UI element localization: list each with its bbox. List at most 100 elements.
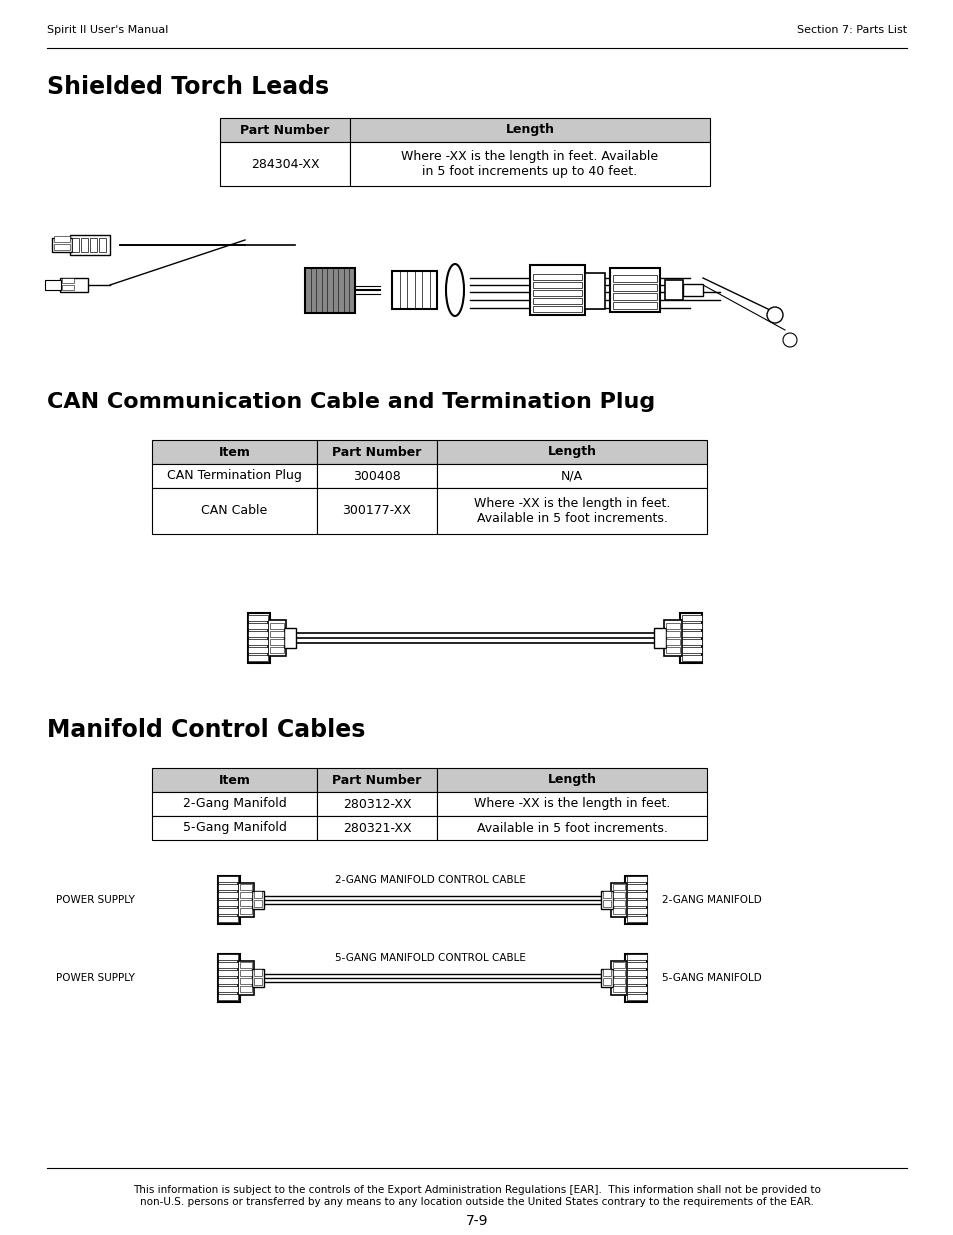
Bar: [436, 816, 706, 840]
Text: CAN Communication Cable and Termination Plug: CAN Communication Cable and Termination …: [47, 391, 655, 412]
Bar: [99, 238, 106, 252]
Bar: [350, 142, 709, 186]
Text: Where -XX is the length in feet.
Available in 5 foot increments.: Where -XX is the length in feet. Availab…: [474, 496, 670, 525]
Text: CAN Cable: CAN Cable: [201, 505, 268, 517]
Bar: [253, 900, 262, 906]
Bar: [284, 629, 295, 648]
Bar: [681, 647, 701, 653]
Bar: [602, 978, 610, 986]
Bar: [218, 978, 237, 984]
Bar: [270, 647, 284, 653]
Bar: [218, 892, 237, 898]
Bar: [248, 638, 268, 645]
Text: POWER SUPPLY: POWER SUPPLY: [56, 973, 135, 983]
Bar: [679, 613, 701, 663]
Bar: [316, 464, 436, 488]
Bar: [626, 994, 646, 1000]
Bar: [533, 282, 581, 288]
Bar: [613, 275, 657, 282]
Bar: [665, 638, 679, 645]
Bar: [626, 908, 646, 914]
Text: 284304-XX: 284304-XX: [251, 158, 319, 170]
Bar: [248, 622, 268, 629]
Bar: [248, 647, 268, 653]
Text: 7-9: 7-9: [465, 1214, 488, 1228]
Bar: [664, 280, 682, 300]
Bar: [316, 816, 436, 840]
Bar: [305, 268, 355, 312]
Bar: [240, 986, 252, 992]
Bar: [218, 876, 237, 882]
Bar: [602, 900, 610, 906]
Bar: [45, 280, 61, 290]
Bar: [218, 969, 237, 976]
Text: Shielded Torch Leads: Shielded Torch Leads: [47, 75, 329, 99]
Bar: [626, 916, 646, 923]
Bar: [626, 953, 646, 960]
Text: Where -XX is the length in feet. Available
in 5 foot increments up to 40 feet.: Where -XX is the length in feet. Availab…: [401, 149, 658, 178]
Bar: [81, 238, 88, 252]
Bar: [218, 994, 237, 1000]
Bar: [613, 962, 624, 968]
Circle shape: [782, 333, 796, 347]
Bar: [613, 884, 624, 890]
Bar: [54, 245, 70, 249]
Bar: [584, 273, 604, 309]
Bar: [316, 792, 436, 816]
Bar: [240, 884, 252, 890]
Bar: [71, 238, 79, 252]
Bar: [218, 953, 240, 1002]
Bar: [253, 978, 262, 986]
Bar: [90, 238, 97, 252]
Bar: [602, 890, 610, 898]
Text: 5-GANG MANIFOLD CONTROL CABLE: 5-GANG MANIFOLD CONTROL CABLE: [335, 953, 525, 963]
Bar: [626, 986, 646, 992]
Text: Part Number: Part Number: [240, 124, 330, 137]
Bar: [62, 285, 74, 290]
Text: N/A: N/A: [560, 469, 582, 483]
Circle shape: [766, 308, 782, 324]
Text: Section 7: Parts List: Section 7: Parts List: [796, 25, 906, 35]
Bar: [436, 768, 706, 792]
Text: CAN Termination Plug: CAN Termination Plug: [167, 469, 301, 483]
Bar: [240, 978, 252, 984]
Text: 300177-XX: 300177-XX: [342, 505, 411, 517]
Bar: [681, 615, 701, 621]
Text: Spirit II User's Manual: Spirit II User's Manual: [47, 25, 168, 35]
Bar: [218, 962, 237, 968]
Text: Length: Length: [505, 124, 554, 137]
Bar: [220, 119, 350, 142]
Bar: [624, 876, 646, 924]
Bar: [530, 266, 584, 315]
Bar: [237, 961, 253, 995]
Bar: [682, 284, 702, 296]
Ellipse shape: [446, 264, 463, 316]
Bar: [218, 916, 237, 923]
Text: 280312-XX: 280312-XX: [342, 798, 411, 810]
Text: 300408: 300408: [353, 469, 400, 483]
Bar: [152, 440, 316, 464]
Bar: [613, 303, 657, 309]
Bar: [602, 969, 610, 976]
Bar: [240, 969, 252, 976]
Bar: [218, 876, 240, 924]
Bar: [665, 631, 679, 637]
Bar: [609, 268, 659, 312]
Text: Item: Item: [218, 773, 251, 787]
Bar: [60, 278, 88, 291]
Text: 5-GANG MANIFOLD: 5-GANG MANIFOLD: [661, 973, 760, 983]
Bar: [600, 890, 613, 909]
Bar: [665, 622, 679, 629]
Bar: [613, 900, 624, 906]
Bar: [253, 969, 262, 976]
Bar: [626, 884, 646, 890]
Bar: [70, 235, 110, 254]
Bar: [248, 615, 268, 621]
Bar: [316, 488, 436, 534]
Bar: [240, 908, 252, 914]
Bar: [681, 638, 701, 645]
Bar: [218, 986, 237, 992]
Bar: [663, 620, 681, 656]
Bar: [436, 488, 706, 534]
Bar: [533, 298, 581, 304]
